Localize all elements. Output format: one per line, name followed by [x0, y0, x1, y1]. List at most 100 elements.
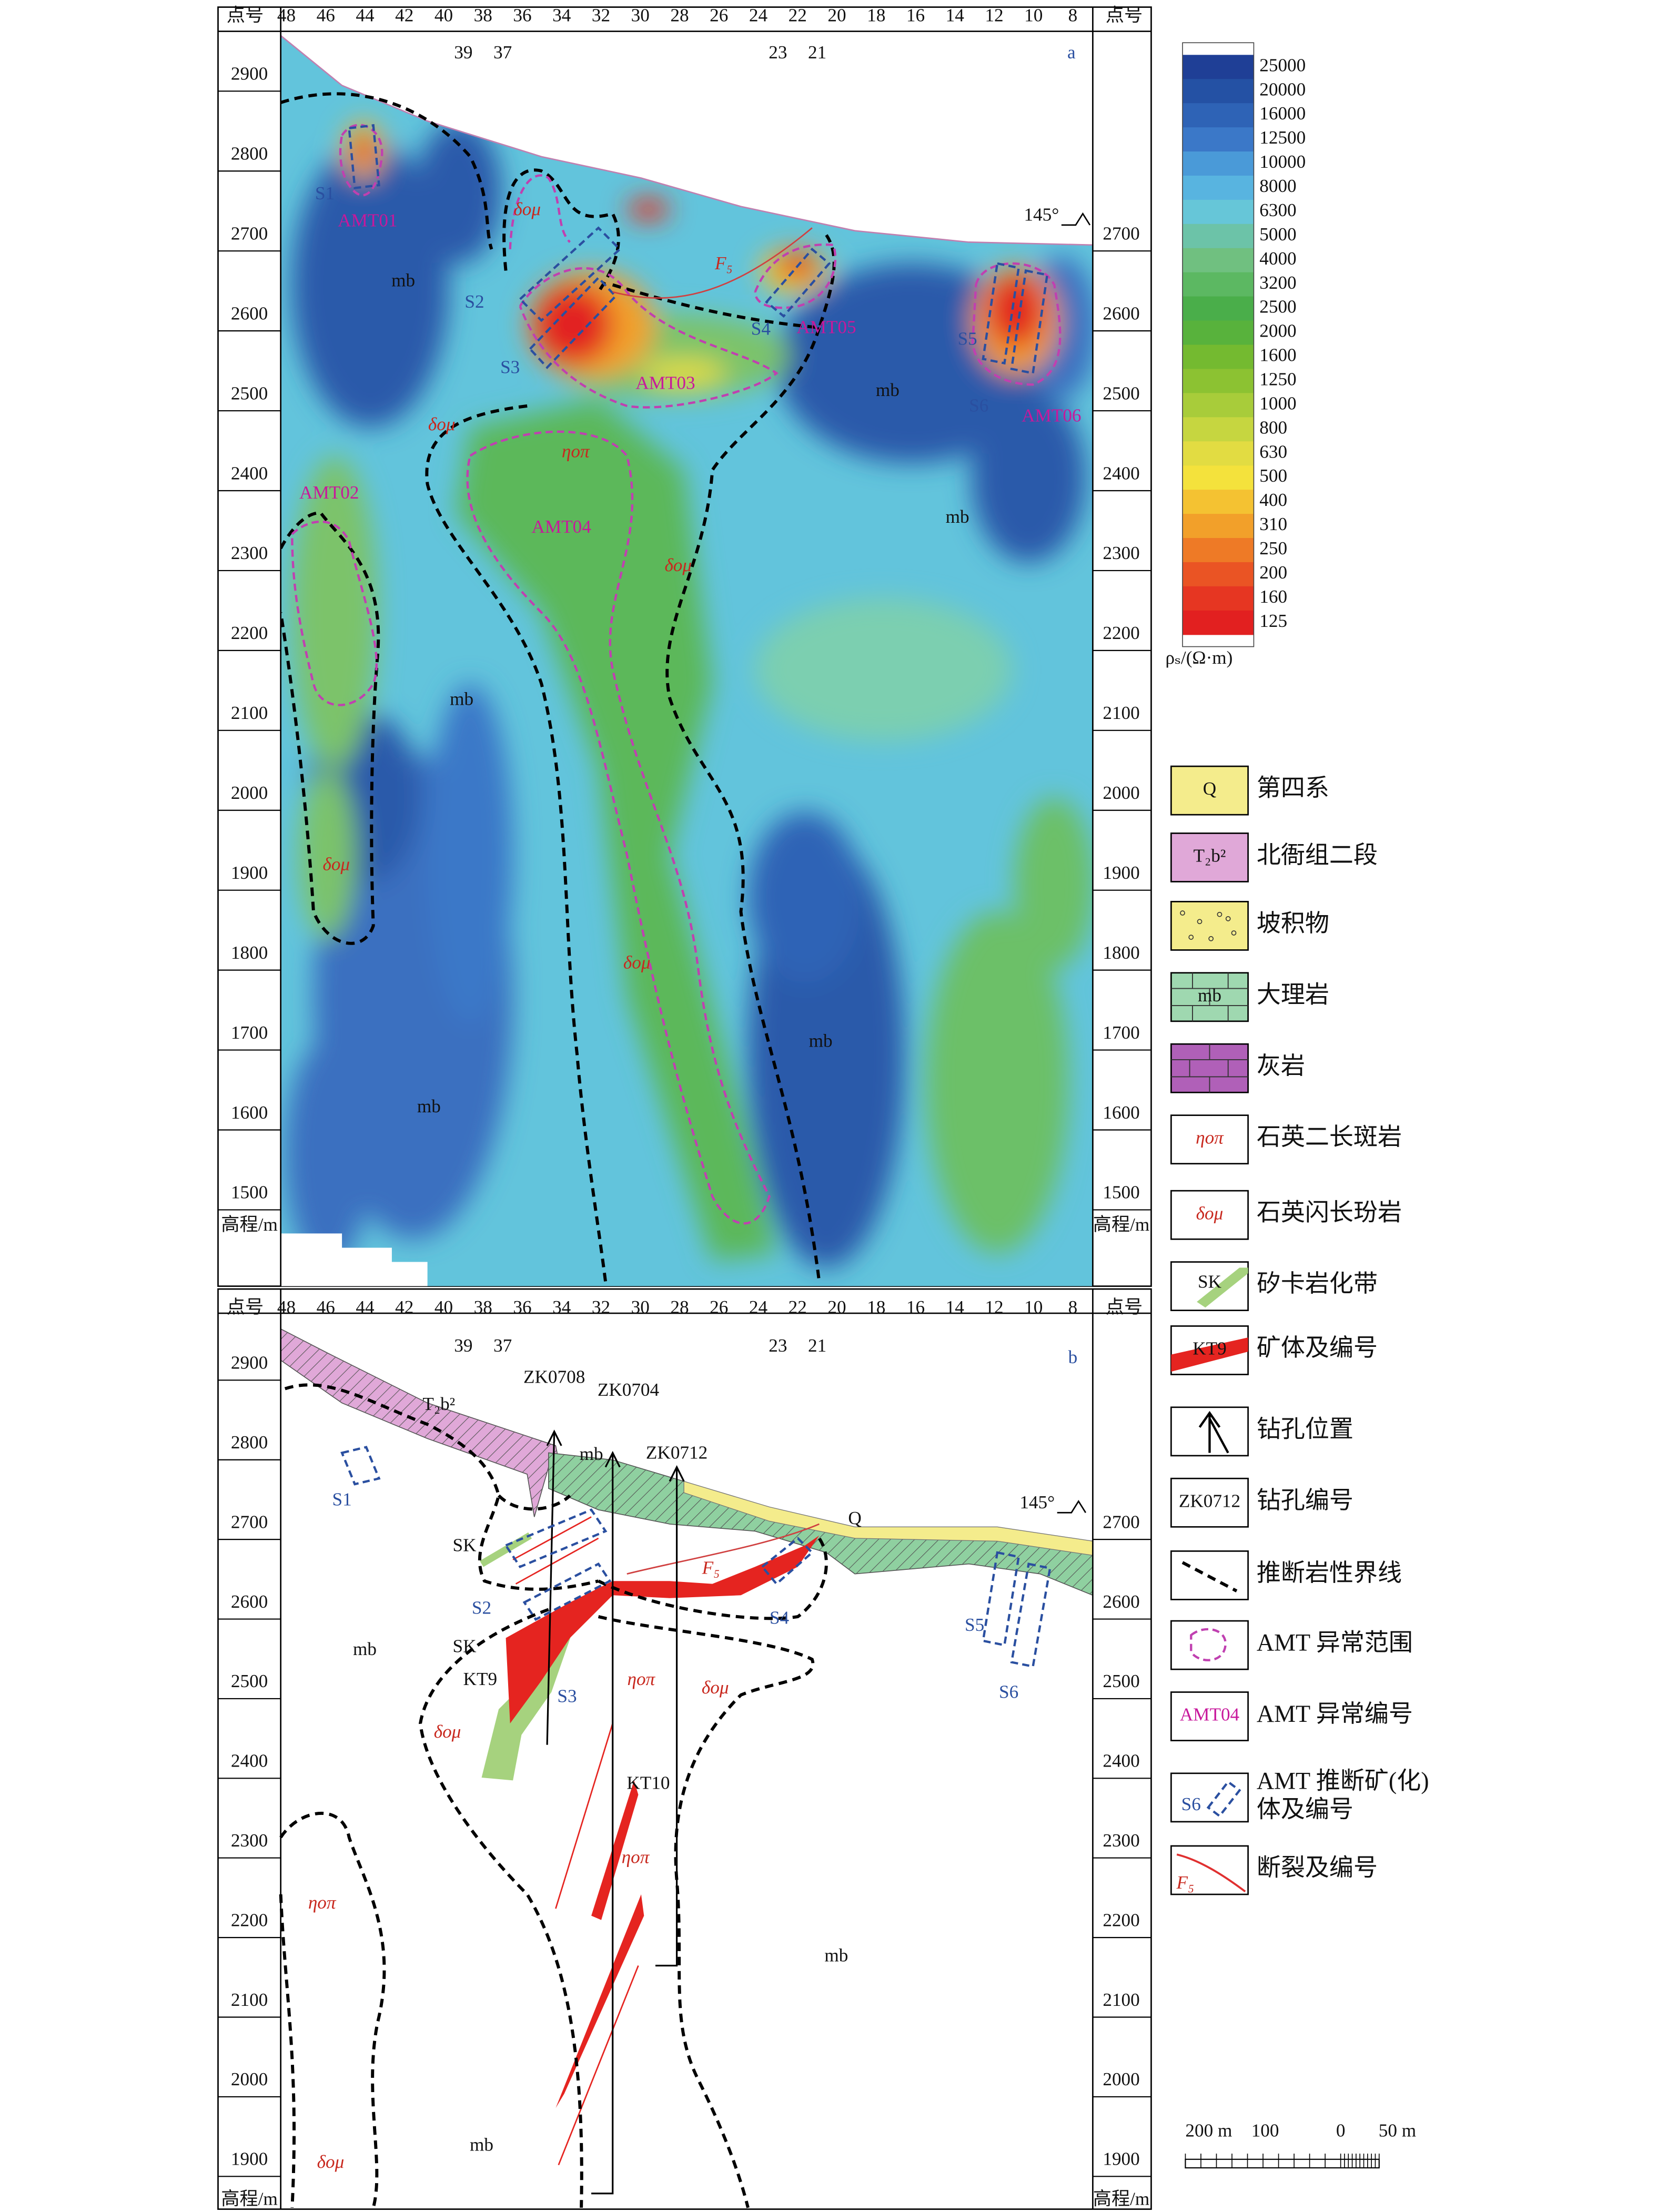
panel-label: a	[1067, 42, 1076, 63]
y-tick-label: 2700	[1103, 223, 1139, 243]
anomaly	[533, 285, 613, 365]
colorbar-frame	[1182, 42, 1255, 647]
annotation: S2	[472, 1597, 491, 1618]
inferred-ore-body	[760, 1537, 814, 1586]
legend-dot	[1197, 919, 1203, 925]
legend-label: 坡积物	[1257, 910, 1329, 937]
colorbar-swatch	[1183, 199, 1254, 225]
legend-label: AMT 异常范围	[1257, 1629, 1413, 1656]
lithology-boundary	[419, 1608, 583, 2208]
annotation: mb	[824, 1945, 848, 1965]
y-tick-label: 2600	[231, 303, 268, 323]
legend-ore	[1171, 1337, 1248, 1372]
point-tick-label: 24	[749, 5, 768, 26]
annotation: mb	[450, 689, 473, 709]
colorbar-swatch	[1183, 490, 1254, 514]
lithology-boundary	[279, 1811, 386, 2208]
colorbar-swatch	[1183, 344, 1254, 370]
y-tick-label: 2500	[1103, 1671, 1139, 1691]
annotation: F₅	[714, 253, 733, 273]
legend-swatch	[1170, 1772, 1249, 1823]
annotation: Q	[848, 1508, 861, 1528]
scale-label: 200 m	[1185, 2120, 1232, 2140]
point-tick-label: 42	[395, 1297, 413, 1317]
annotation: S4	[770, 1607, 790, 1628]
legend-symbol: mb	[1198, 985, 1221, 1006]
colorbar-swatch	[1183, 79, 1254, 104]
y-tick-label: 2700	[231, 1511, 268, 1532]
legend-dot	[1180, 910, 1185, 916]
point-tick-label: 36	[513, 1297, 531, 1317]
annotation: AMT01	[338, 210, 397, 231]
point-tick-label: 28	[670, 1297, 689, 1317]
inferred-ore-body	[765, 247, 831, 318]
y-tick-label: 2000	[231, 783, 268, 803]
legend-symbol: Q	[1203, 778, 1216, 799]
legend-symbol: δoμ	[1196, 1203, 1224, 1223]
y-tick-label: 2700	[1103, 1511, 1139, 1532]
annotation: S3	[557, 1686, 577, 1706]
legend-swatch	[1170, 901, 1249, 951]
point-tick-label: 40	[435, 5, 453, 26]
map-blobs	[285, 121, 1093, 1268]
colorbar-swatch	[1183, 103, 1254, 128]
legend-label: 石英闪长玢岩	[1257, 1199, 1402, 1226]
lithology-boundary	[425, 404, 608, 1282]
colorbar-label: 10000	[1259, 151, 1306, 172]
annotation: AMT06	[1022, 405, 1081, 426]
annotation: ZK0704	[598, 1379, 660, 1400]
legend-brick	[1171, 972, 1248, 1021]
drill-hole	[591, 1453, 614, 2195]
anomaly	[641, 359, 727, 388]
colorbar-label: 160	[1259, 586, 1287, 607]
point-tick-label: 18	[867, 5, 885, 26]
scale-label: 100	[1251, 2120, 1279, 2140]
drill-hole	[655, 1467, 678, 1967]
point-tick-label: 30	[631, 1297, 650, 1317]
y-tick-label: 1900	[231, 2149, 268, 2169]
legend-label: 推断岩性界线	[1257, 1559, 1402, 1586]
scale-label: 50 m	[1379, 2120, 1416, 2140]
y-tick-label: 1500	[1103, 1182, 1139, 1203]
inferred-ore-body	[982, 1551, 1021, 1647]
legend-label: 体及编号	[1257, 1796, 1353, 1823]
ore-body	[506, 1535, 820, 1724]
lithology-boundary	[598, 1537, 828, 1620]
point-tick-label: 12	[985, 5, 1003, 26]
y-tick-label: 2300	[231, 543, 268, 563]
y-tick-label: 1700	[1103, 1022, 1139, 1043]
point-tick-label: 48	[277, 5, 296, 26]
y-tick-label: 2900	[231, 1353, 268, 1373]
anomaly	[972, 391, 1086, 563]
y-tick-label: 2100	[1103, 1990, 1139, 2010]
anomaly	[747, 811, 862, 983]
legend-swatch	[1170, 1190, 1249, 1240]
lithology-boundary	[502, 168, 620, 293]
y-tick-label: 1500	[231, 1182, 268, 1203]
drill-collar	[546, 1429, 562, 1446]
anomaly	[987, 273, 1045, 348]
point-tick-label: 26	[710, 1297, 728, 1317]
anomaly	[755, 598, 1012, 741]
annotation: S2	[464, 291, 484, 312]
annotation: SK	[453, 1535, 477, 1555]
legend-label: AMT 推断矿(化)	[1257, 1767, 1429, 1794]
legend-symbol: ZK0712	[1179, 1490, 1240, 1511]
annotation: mb	[391, 270, 415, 290]
annotation: 145°	[1024, 205, 1059, 225]
anomaly	[926, 911, 1069, 1254]
annotation: SK	[453, 1636, 477, 1657]
sky	[280, 31, 1093, 245]
colorbar-label: 800	[1259, 417, 1287, 438]
panel-label: b	[1068, 1347, 1078, 1367]
colorbar-label: 500	[1259, 465, 1287, 486]
amt-anomaly-outline	[509, 174, 571, 250]
colorbar-label: 630	[1259, 441, 1287, 462]
ore-vein	[555, 1723, 613, 1909]
legend-drill	[1198, 1411, 1229, 1454]
anomaly	[627, 198, 670, 221]
point-tick-label: 14	[946, 1297, 965, 1317]
legend-dot	[1225, 916, 1231, 921]
inferred-ore-body	[528, 276, 618, 369]
